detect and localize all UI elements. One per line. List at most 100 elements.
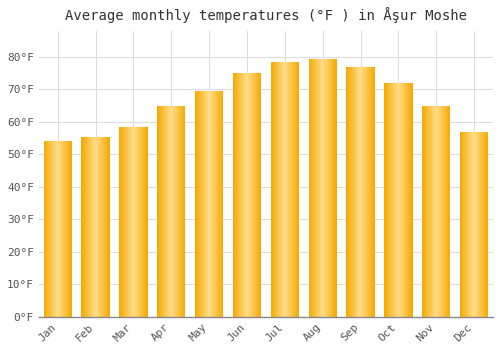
Bar (272, 62, 273, 317)
Bar (146, 127, 147, 317)
Bar (139, 127, 140, 317)
Bar (347, 67, 348, 317)
Bar (387, 83, 388, 317)
Bar (50, 141, 51, 317)
Bar (349, 67, 350, 317)
Bar (207, 91, 208, 317)
Bar (137, 127, 138, 317)
Bar (57, 141, 58, 317)
Bar (197, 91, 198, 317)
Bar (388, 83, 389, 317)
Bar (181, 106, 182, 317)
Bar (286, 62, 287, 317)
Bar (178, 106, 179, 317)
Bar (260, 73, 261, 317)
Bar (59, 141, 60, 317)
Bar (460, 132, 462, 317)
Bar (245, 73, 246, 317)
Bar (185, 106, 186, 317)
Bar (145, 127, 146, 317)
Bar (105, 136, 106, 317)
Bar (108, 136, 109, 317)
Bar (322, 58, 324, 317)
Bar (354, 67, 355, 317)
Bar (315, 58, 316, 317)
Bar (477, 132, 478, 317)
Bar (140, 127, 141, 317)
Bar (84, 136, 85, 317)
Bar (92, 136, 94, 317)
Bar (394, 83, 395, 317)
Bar (326, 58, 327, 317)
Bar (465, 132, 466, 317)
Bar (249, 73, 250, 317)
Bar (157, 106, 158, 317)
Bar (104, 136, 105, 317)
Bar (448, 106, 449, 317)
Bar (357, 67, 358, 317)
Bar (291, 62, 292, 317)
Bar (88, 136, 89, 317)
Bar (199, 91, 200, 317)
Bar (309, 58, 310, 317)
Bar (89, 136, 90, 317)
Bar (54, 141, 55, 317)
Bar (163, 106, 164, 317)
Bar (127, 127, 128, 317)
Bar (358, 67, 359, 317)
Bar (216, 91, 217, 317)
Bar (402, 83, 404, 317)
Bar (129, 127, 130, 317)
Bar (102, 136, 104, 317)
Bar (430, 106, 432, 317)
Bar (437, 106, 438, 317)
Bar (385, 83, 386, 317)
Bar (208, 91, 209, 317)
Bar (158, 106, 159, 317)
Bar (97, 136, 98, 317)
Bar (83, 136, 84, 317)
Bar (399, 83, 400, 317)
Bar (400, 83, 402, 317)
Bar (147, 127, 148, 317)
Bar (485, 132, 486, 317)
Bar (449, 106, 450, 317)
Bar (252, 73, 254, 317)
Bar (275, 62, 276, 317)
Bar (397, 83, 398, 317)
Bar (317, 58, 318, 317)
Bar (248, 73, 249, 317)
Bar (289, 62, 290, 317)
Bar (404, 83, 405, 317)
Bar (98, 136, 99, 317)
Bar (392, 83, 394, 317)
Bar (475, 132, 476, 317)
Bar (336, 58, 337, 317)
Bar (316, 58, 317, 317)
Bar (278, 62, 279, 317)
Bar (285, 62, 286, 317)
Bar (246, 73, 247, 317)
Bar (329, 58, 330, 317)
Bar (472, 132, 474, 317)
Bar (423, 106, 424, 317)
Bar (182, 106, 184, 317)
Bar (325, 58, 326, 317)
Bar (441, 106, 442, 317)
Bar (428, 106, 429, 317)
Bar (205, 91, 206, 317)
Bar (319, 58, 320, 317)
Bar (334, 58, 335, 317)
Bar (368, 67, 369, 317)
Bar (396, 83, 397, 317)
Bar (217, 91, 218, 317)
Bar (355, 67, 356, 317)
Bar (427, 106, 428, 317)
Bar (67, 141, 68, 317)
Bar (132, 127, 134, 317)
Bar (480, 132, 481, 317)
Bar (210, 91, 212, 317)
Bar (369, 67, 370, 317)
Bar (294, 62, 295, 317)
Bar (406, 83, 407, 317)
